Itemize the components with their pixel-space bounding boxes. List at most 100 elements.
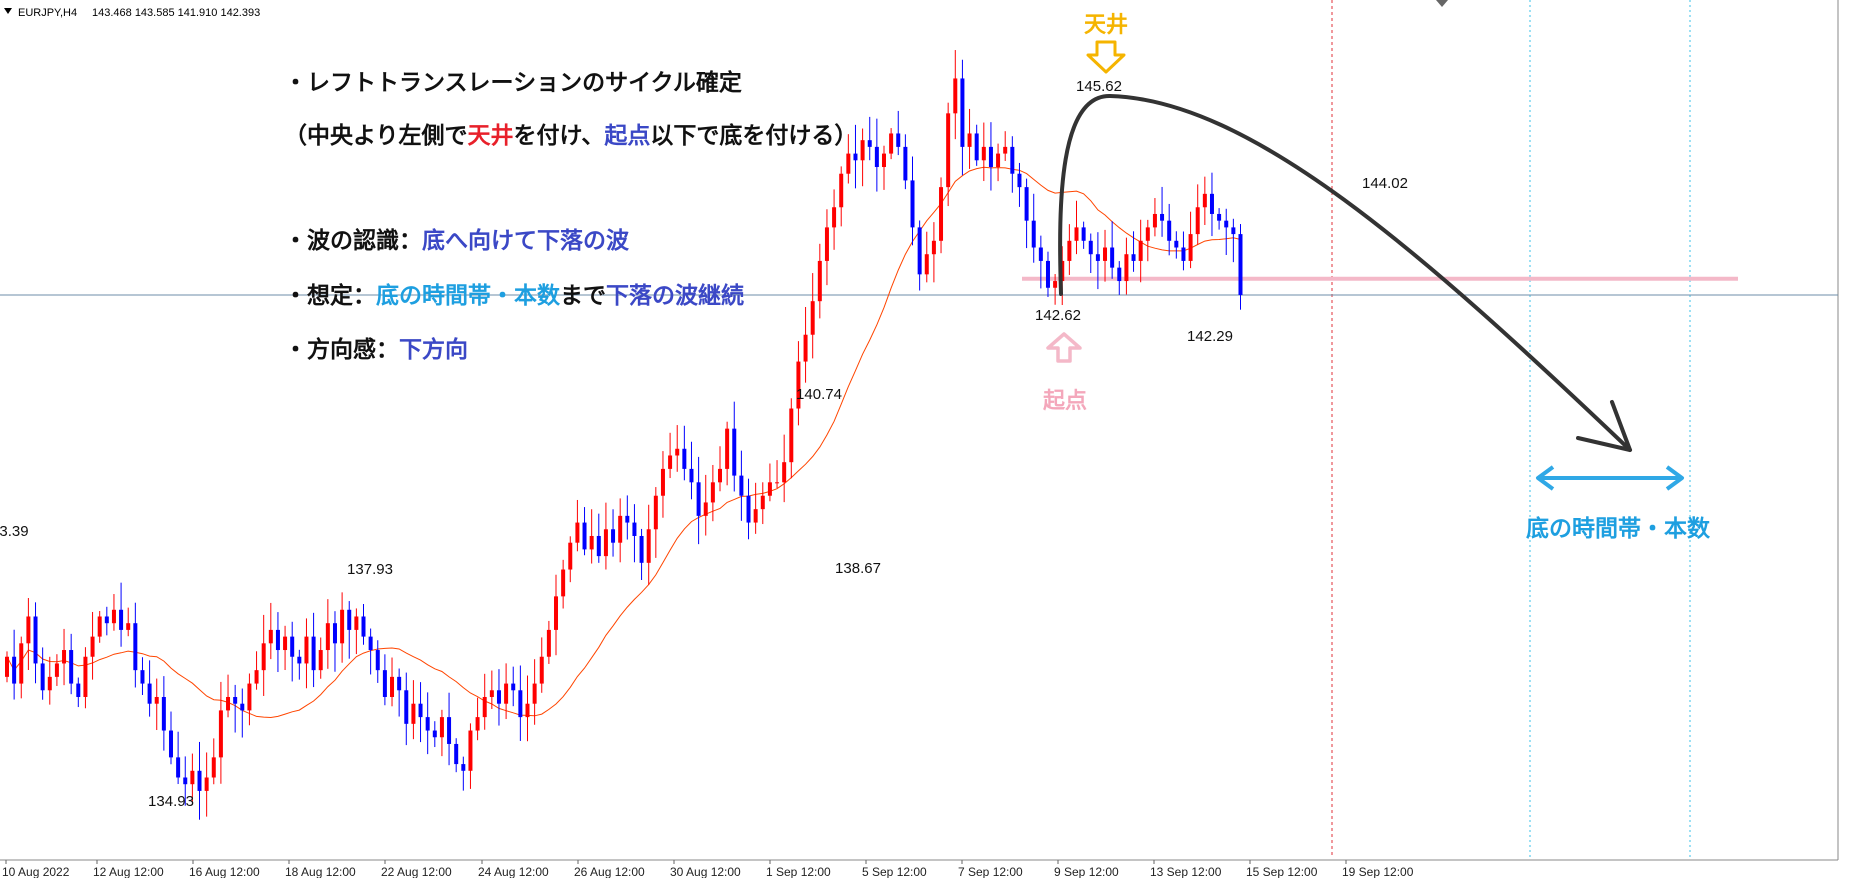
candle-body — [739, 475, 744, 496]
candle-body — [311, 636, 316, 671]
candle-body — [283, 636, 288, 651]
candle-body — [981, 146, 986, 161]
x-tick-label: 15 Sep 12:00 — [1246, 865, 1318, 878]
candle-body — [1188, 234, 1193, 261]
candle-body — [675, 448, 680, 456]
shift-marker-icon[interactable] — [1436, 0, 1448, 7]
annotation-segment: ・方向感： — [284, 336, 399, 363]
candle-body — [532, 683, 537, 704]
price-label: 145.62 — [1076, 78, 1122, 95]
candle-body — [1117, 267, 1122, 282]
candle-body — [1209, 193, 1214, 214]
annotation-segment: を付け、 — [514, 123, 605, 149]
annotation-line: （中央より左側で天井を付け、起点以下で底を付ける） — [284, 122, 857, 149]
candle-body — [218, 710, 223, 758]
annotation-segment: まで — [560, 283, 606, 309]
projection-arrowhead-icon — [1576, 400, 1632, 452]
candle-body — [1024, 187, 1029, 221]
candle-body — [1081, 227, 1086, 241]
ceiling-label: 天井 — [1084, 13, 1128, 38]
candles — [5, 50, 1243, 820]
candle-body — [297, 656, 302, 664]
candle-body — [518, 690, 523, 718]
candle-body — [931, 240, 936, 255]
x-tick-label: 9 Sep 12:00 — [1054, 865, 1119, 878]
candle-body — [917, 227, 922, 275]
annotation-segment: ・レフトトランスレーションのサイクル確定 — [284, 69, 742, 96]
candle-body — [1231, 227, 1236, 235]
price-label: 138.67 — [835, 560, 881, 577]
chart-header: EURJPY,H4 143.468 143.585 141.910 142.39… — [4, 7, 260, 19]
candle-body — [12, 656, 17, 684]
candle-body — [775, 482, 780, 484]
candle-body — [646, 529, 651, 563]
candle-body — [760, 495, 765, 510]
candle-body — [1238, 234, 1243, 295]
candle-body — [62, 650, 67, 664]
candle-body — [1067, 240, 1072, 261]
candle-body — [1145, 227, 1150, 241]
candle-body — [896, 133, 901, 147]
drawn-arrows — [1046, 40, 1684, 491]
x-tick-label: 19 Sep 12:00 — [1342, 865, 1414, 878]
candle-body — [710, 482, 715, 503]
candle-body — [19, 643, 24, 684]
candle-body — [461, 764, 466, 771]
x-tick-label: 26 Aug 12:00 — [574, 865, 645, 878]
left-arrowhead-icon — [1536, 465, 1555, 491]
candle-body — [846, 153, 851, 174]
candle-body — [168, 730, 173, 758]
candle-body — [76, 683, 81, 697]
candle-body — [1152, 213, 1157, 228]
candle-body — [425, 717, 430, 731]
candle-body — [183, 777, 188, 785]
origin-label: 起点 — [1042, 388, 1087, 414]
candle-body — [1167, 220, 1172, 241]
candle-body — [546, 629, 551, 657]
candle-body — [90, 636, 95, 657]
candle-body — [1160, 213, 1165, 221]
candle-body — [946, 113, 951, 188]
candle-body — [782, 462, 787, 483]
bottom-zone-label: 底の時間帯・本数 — [1526, 515, 1711, 542]
candle-body — [910, 180, 915, 228]
collapse-triangle-icon[interactable] — [4, 8, 12, 14]
candle-body — [1124, 254, 1129, 282]
candle-body — [554, 596, 559, 630]
candle-body — [625, 515, 630, 523]
candle-body — [1181, 247, 1186, 261]
candle-body — [104, 616, 109, 624]
x-tick-label: 22 Aug 12:00 — [381, 865, 452, 878]
candle-body — [1045, 260, 1050, 288]
candle-body — [889, 133, 894, 154]
x-tick-label: 16 Aug 12:00 — [189, 865, 260, 878]
candle-body — [176, 757, 181, 778]
price-label: 142.62 — [1035, 307, 1081, 324]
candle-body — [83, 656, 88, 697]
candle-body — [133, 623, 138, 671]
candle-body — [347, 609, 352, 630]
candle-body — [1031, 220, 1036, 248]
candle-body — [33, 616, 38, 664]
candle-body — [1053, 281, 1058, 288]
projection-arrow — [1058, 93, 1632, 452]
candle-body — [660, 468, 665, 496]
symbol-label: EURJPY,H4 — [18, 7, 77, 19]
candle-body — [589, 535, 594, 550]
candle-body — [860, 140, 865, 161]
candle-body — [832, 207, 837, 228]
candle-body — [140, 670, 145, 684]
candle-body — [404, 690, 409, 724]
candle-body — [839, 173, 844, 208]
candle-body — [988, 146, 993, 168]
candle-body — [304, 636, 309, 664]
candle-body — [40, 663, 45, 691]
candle-body — [817, 260, 822, 302]
annotation-line: ・想定：底の時間帯・本数まで下落の波継続 — [284, 282, 744, 309]
candle-body — [147, 683, 152, 704]
candle-body — [1088, 240, 1093, 255]
annotation-segment: （中央より左側で — [284, 122, 468, 149]
candle-body — [1095, 254, 1100, 261]
candle-body — [325, 623, 330, 651]
